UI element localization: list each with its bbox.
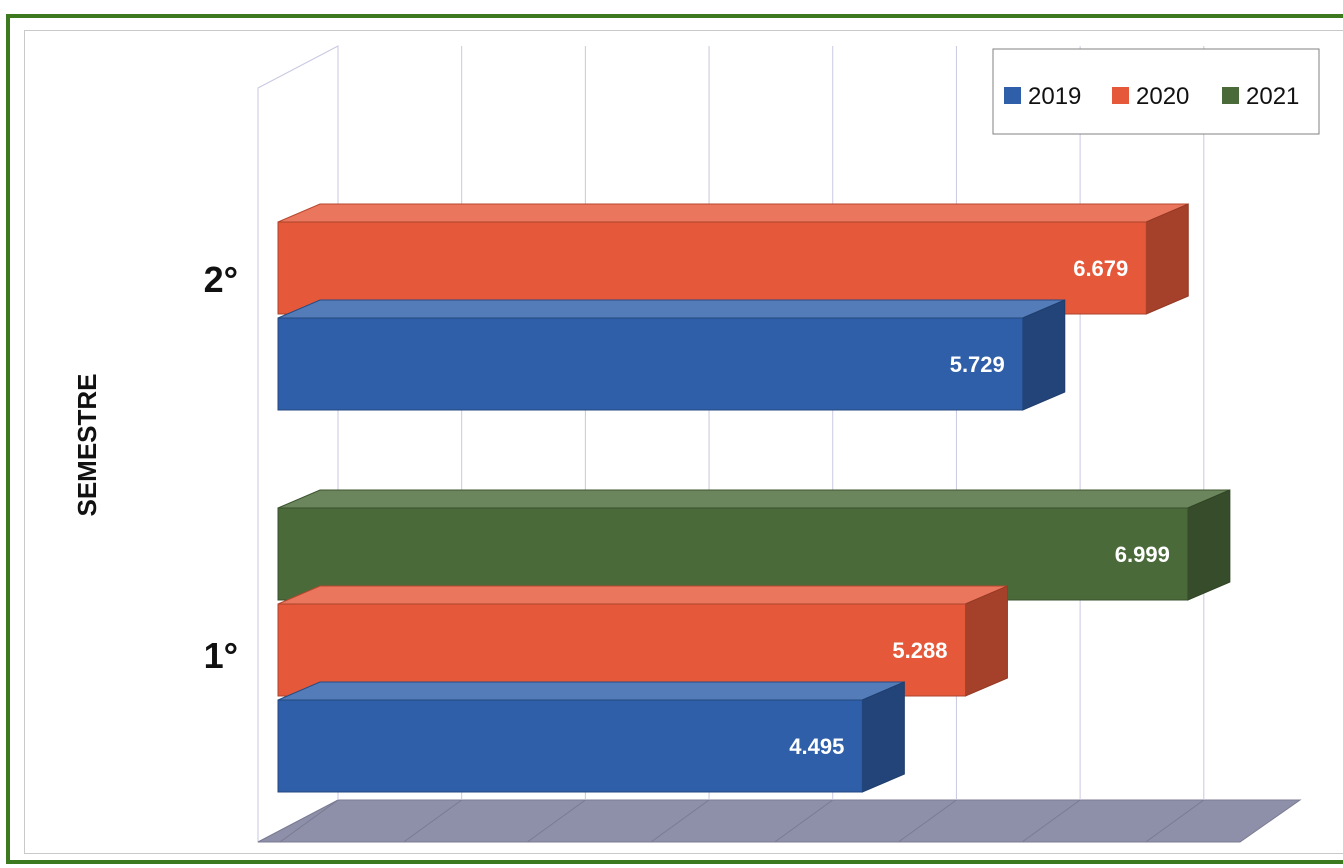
- legend-item: 2021: [1222, 83, 1299, 110]
- legend-label: 2020: [1136, 83, 1189, 110]
- bar-top: [277, 489, 1231, 509]
- floor-gridline: [1145, 799, 1205, 843]
- bar-side: [964, 585, 1008, 697]
- bar: 6.679: [277, 203, 1189, 315]
- legend-swatch: [1222, 87, 1239, 104]
- data-label: 6.999: [1115, 542, 1170, 567]
- category-label: 2°: [204, 259, 238, 300]
- bar: 6.999: [277, 489, 1231, 601]
- legend-item: 2020: [1112, 83, 1189, 110]
- category-labels: 1° 2°: [204, 259, 238, 676]
- bar: 5.288: [277, 585, 1008, 697]
- bar: 5.729: [277, 299, 1066, 411]
- bar: 4.495: [277, 681, 905, 793]
- legend: 2019 2020 2021: [992, 48, 1320, 135]
- legend-label: 2021: [1246, 83, 1299, 110]
- bar-top: [277, 681, 905, 701]
- floor-gridline: [898, 799, 957, 843]
- data-label: 5.288: [892, 638, 947, 663]
- category-label: 1°: [204, 635, 238, 676]
- bar-side: [1145, 203, 1189, 315]
- bar-top: [277, 299, 1065, 319]
- bar-front: [277, 699, 863, 793]
- bar-top: [277, 585, 1008, 605]
- legend-swatch: [1004, 87, 1021, 104]
- data-label: 6.679: [1073, 256, 1128, 281]
- legend-item: 2019: [1004, 83, 1081, 110]
- floor-gridline: [650, 799, 710, 843]
- bar-top: [277, 203, 1189, 223]
- floor: [257, 799, 1302, 843]
- floor-gridline: [774, 799, 834, 843]
- legend-swatch: [1112, 87, 1129, 104]
- floor-gridline: [1021, 799, 1081, 843]
- floor-gridline: [527, 799, 586, 843]
- bar-front: [277, 317, 1024, 411]
- bar-side: [1022, 299, 1066, 411]
- floor-gridline: [403, 799, 462, 843]
- bar-side: [1187, 489, 1231, 601]
- legend-box: [992, 48, 1320, 135]
- legend-label: 2019: [1028, 83, 1081, 110]
- y-axis-label: SEMESTRE: [72, 373, 102, 516]
- data-label: 5.729: [950, 352, 1005, 377]
- bars: 6.999 5.288 4.495 6.679 5.729: [277, 203, 1231, 793]
- bar-front: [277, 221, 1147, 315]
- data-label: 4.495: [789, 734, 844, 759]
- bar-front: [277, 507, 1189, 601]
- floor-gridline: [279, 799, 339, 843]
- bar-side: [861, 681, 905, 793]
